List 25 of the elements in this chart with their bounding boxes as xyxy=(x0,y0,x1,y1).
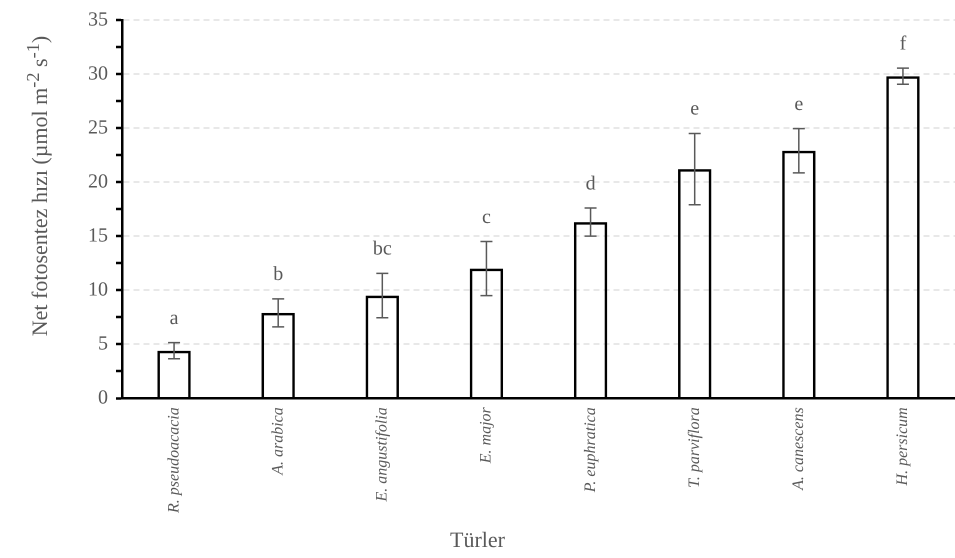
y-tick-label: 25 xyxy=(88,116,108,138)
x-tick-label: R. pseudoacacia xyxy=(165,407,182,514)
y-tick-label: 15 xyxy=(88,224,108,246)
y-tick-label: 20 xyxy=(88,170,108,192)
annotation: c xyxy=(482,206,491,228)
x-tick-label: E. major xyxy=(478,406,495,464)
x-tick-label: T. parviflora xyxy=(686,407,703,488)
x-tick-label: A. canescens xyxy=(790,407,808,491)
annotation: bc xyxy=(372,238,392,260)
x-tick-label: P. euphratica xyxy=(582,407,599,494)
x-axis-title: Türler xyxy=(449,527,506,553)
y-tick-label: 5 xyxy=(98,332,108,354)
annotation: e xyxy=(690,98,700,120)
x-tick-label: E. angustifolia xyxy=(374,407,391,502)
x-tick-label: H. persicum xyxy=(894,407,912,486)
annotation: d xyxy=(586,172,596,194)
y-tick-label: 10 xyxy=(88,278,108,300)
y-tick-label: 0 xyxy=(98,386,108,408)
annotation: e xyxy=(794,92,804,115)
y-tick-label: 35 xyxy=(88,8,108,30)
annotation: b xyxy=(273,263,284,286)
annotation: a xyxy=(170,306,179,329)
y-tick-label: 30 xyxy=(88,62,108,84)
x-tick-label: A. arabica xyxy=(269,407,286,476)
annotation: f xyxy=(900,32,907,54)
